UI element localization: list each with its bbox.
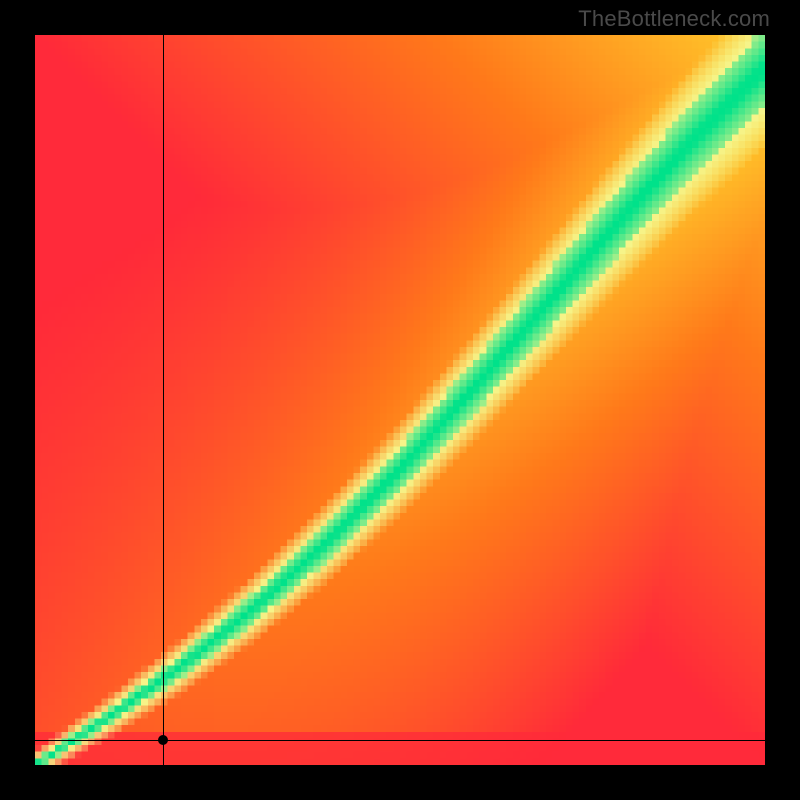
heatmap-canvas [35,35,765,765]
watermark-text: TheBottleneck.com [578,6,770,32]
plot-area [35,35,765,765]
crosshair-vertical [163,35,164,765]
crosshair-horizontal [35,740,765,741]
crosshair-marker [158,735,168,745]
